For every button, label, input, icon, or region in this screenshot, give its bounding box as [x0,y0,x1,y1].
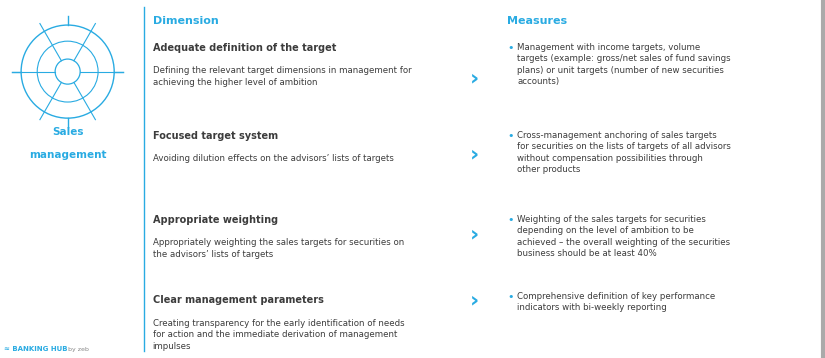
Text: ›: › [469,69,479,89]
Text: •: • [507,292,514,302]
Text: Measures: Measures [507,16,568,26]
Text: by zeb: by zeb [66,347,89,352]
Text: •: • [507,43,514,53]
Text: Clear management parameters: Clear management parameters [153,295,323,305]
Text: Focused target system: Focused target system [153,131,278,141]
Text: •: • [507,215,514,225]
Text: Cross-management anchoring of sales targets
for securities on the lists of targe: Cross-management anchoring of sales targ… [517,131,731,174]
Text: Creating transparency for the early identification of needs
for action and the i: Creating transparency for the early iden… [153,319,404,350]
Text: Appropriate weighting: Appropriate weighting [153,215,278,225]
Text: Dimension: Dimension [153,16,219,26]
Text: •: • [507,131,514,141]
Text: Adequate definition of the target: Adequate definition of the target [153,43,336,53]
Text: ≈ BANKING HUB: ≈ BANKING HUB [4,345,68,352]
Text: Management with income targets, volume
targets (example: gross/net sales of fund: Management with income targets, volume t… [517,43,731,86]
Text: management: management [29,150,106,160]
Text: Weighting of the sales targets for securities
depending on the level of ambition: Weighting of the sales targets for secur… [517,215,730,258]
Text: Defining the relevant target dimensions in management for
achieving the higher l: Defining the relevant target dimensions … [153,66,411,87]
Text: Comprehensive definition of key performance
indicators with bi-weekly reporting: Comprehensive definition of key performa… [517,292,715,312]
Text: ›: › [469,144,479,164]
Text: Avoiding dilution effects on the advisors’ lists of targets: Avoiding dilution effects on the advisor… [153,154,394,163]
Text: Sales: Sales [52,127,83,137]
Text: Appropriately weighting the sales targets for securities on
the advisors’ lists : Appropriately weighting the sales target… [153,238,404,258]
Text: ›: › [469,291,479,311]
Text: ›: › [469,224,479,245]
